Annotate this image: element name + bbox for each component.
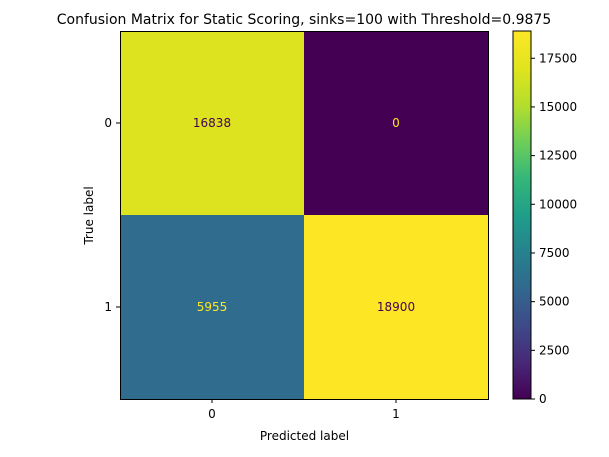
x-axis-label: Predicted label (260, 429, 349, 443)
cell-value-0-0: 16838 (193, 116, 231, 130)
cell-value-1-1: 18900 (377, 300, 415, 314)
y-tick-label: 1 (104, 300, 112, 314)
heatmap-cells (120, 31, 488, 399)
colorbar-tick-label: 17500 (539, 51, 577, 65)
cell-value-0-1: 0 (392, 116, 400, 130)
heatmap-cell-1-0 (120, 215, 304, 399)
y-tick-label: 0 (104, 116, 112, 130)
colorbar-tick-label: 5000 (539, 295, 570, 309)
x-tick-label: 1 (392, 407, 400, 421)
plot-frame (120, 31, 489, 400)
cell-value-labels: 16838 0 5955 18900 (193, 116, 415, 314)
cell-value-1-0: 5955 (197, 300, 228, 314)
colorbar-tick-label: 2500 (539, 343, 570, 357)
colorbar-ticks: 0 2500 5000 7500 10000 12500 15000 17500 (531, 51, 577, 406)
heatmap-cell-0-1 (304, 31, 488, 215)
colorbar-tick-label: 12500 (539, 149, 577, 163)
chart-title: Confusion Matrix for Static Scoring, sin… (57, 12, 551, 28)
heatmap-cell-0-0 (120, 31, 304, 215)
colorbar-tick-label: 0 (539, 392, 547, 406)
y-axis-ticks: 01 (104, 116, 120, 314)
x-tick-label: 0 (208, 407, 216, 421)
colorbar (512, 30, 532, 400)
y-axis-label: True label (82, 186, 96, 245)
heatmap-cell-1-1 (304, 215, 488, 399)
colorbar-tick-label: 10000 (539, 197, 577, 211)
colorbar-tick-label: 7500 (539, 246, 570, 260)
colorbar-tick-label: 15000 (539, 100, 577, 114)
